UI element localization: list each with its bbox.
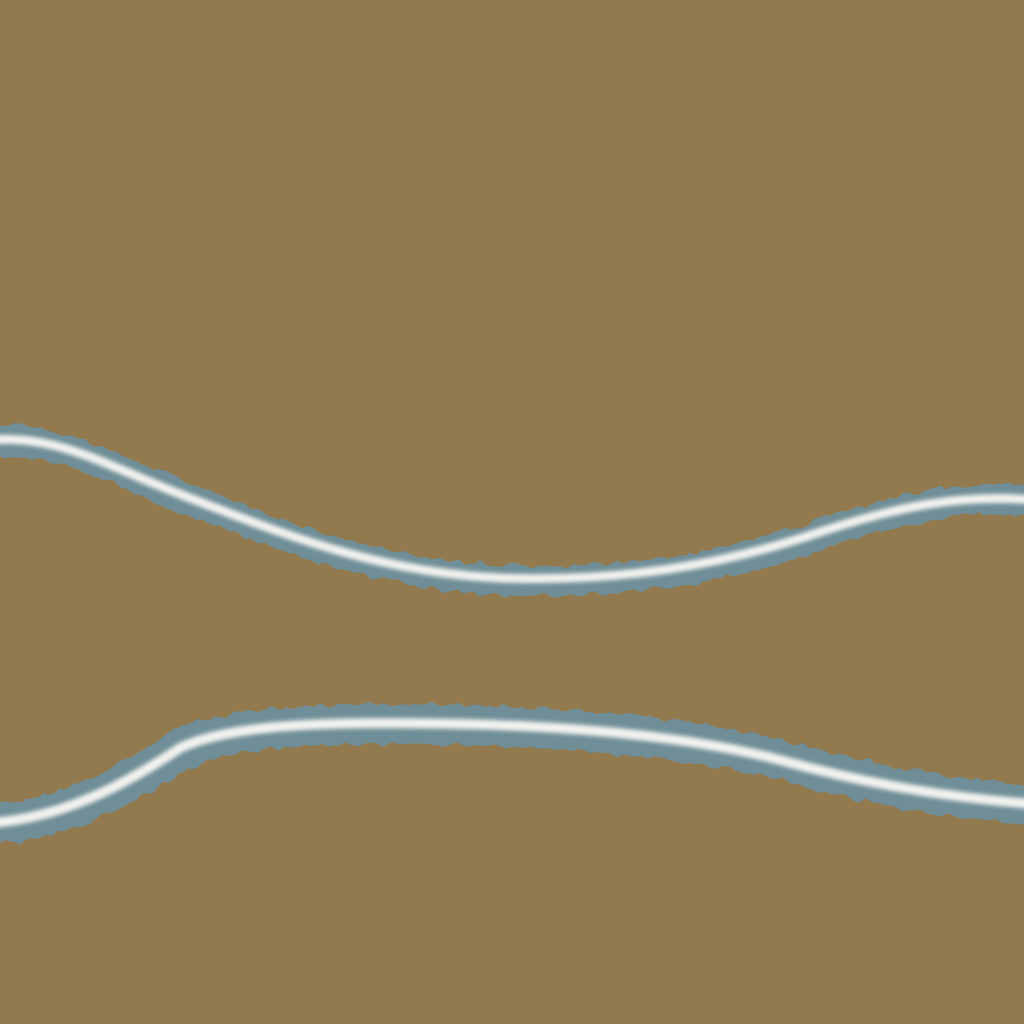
upper-stream-core — [0, 434, 1024, 584]
lower-stream — [0, 704, 1024, 845]
upper-stream — [0, 426, 1024, 596]
lower-stream-core — [0, 718, 1024, 828]
